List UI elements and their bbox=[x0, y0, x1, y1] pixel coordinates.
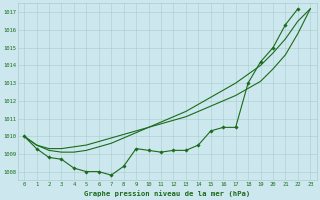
X-axis label: Graphe pression niveau de la mer (hPa): Graphe pression niveau de la mer (hPa) bbox=[84, 190, 250, 197]
